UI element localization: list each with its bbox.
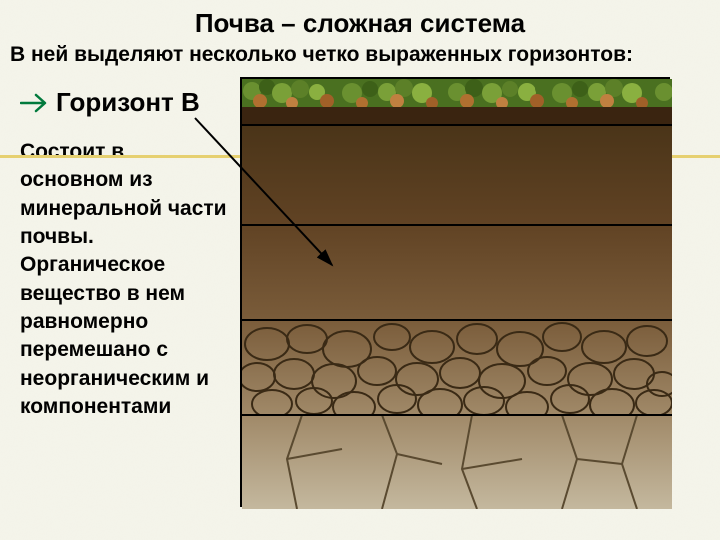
layer-horizon-a [242,125,672,225]
page-title: Почва – сложная система [0,0,720,39]
horizon-text: Горизонт В [56,87,200,118]
layer-humus [242,107,672,125]
soil-svg [242,79,672,509]
description-text: Состоит в основном из минеральной части … [20,140,227,418]
title-text: Почва – сложная система [195,8,525,38]
description: Состоит в основном из минеральной части … [20,138,230,421]
page-subtitle: В ней выделяют несколько четко выраженны… [0,39,720,67]
layer-horizon-b [242,225,672,320]
content-row: Горизонт В Состоит в основном из минерал… [0,67,720,517]
left-column: Горизонт В Состоит в основном из минерал… [20,77,230,507]
horizon-label: Горизонт В [20,87,230,118]
subtitle-text: В ней выделяют несколько четко выраженны… [10,43,633,66]
soil-diagram [240,77,670,507]
arrow-right-icon [20,92,50,114]
